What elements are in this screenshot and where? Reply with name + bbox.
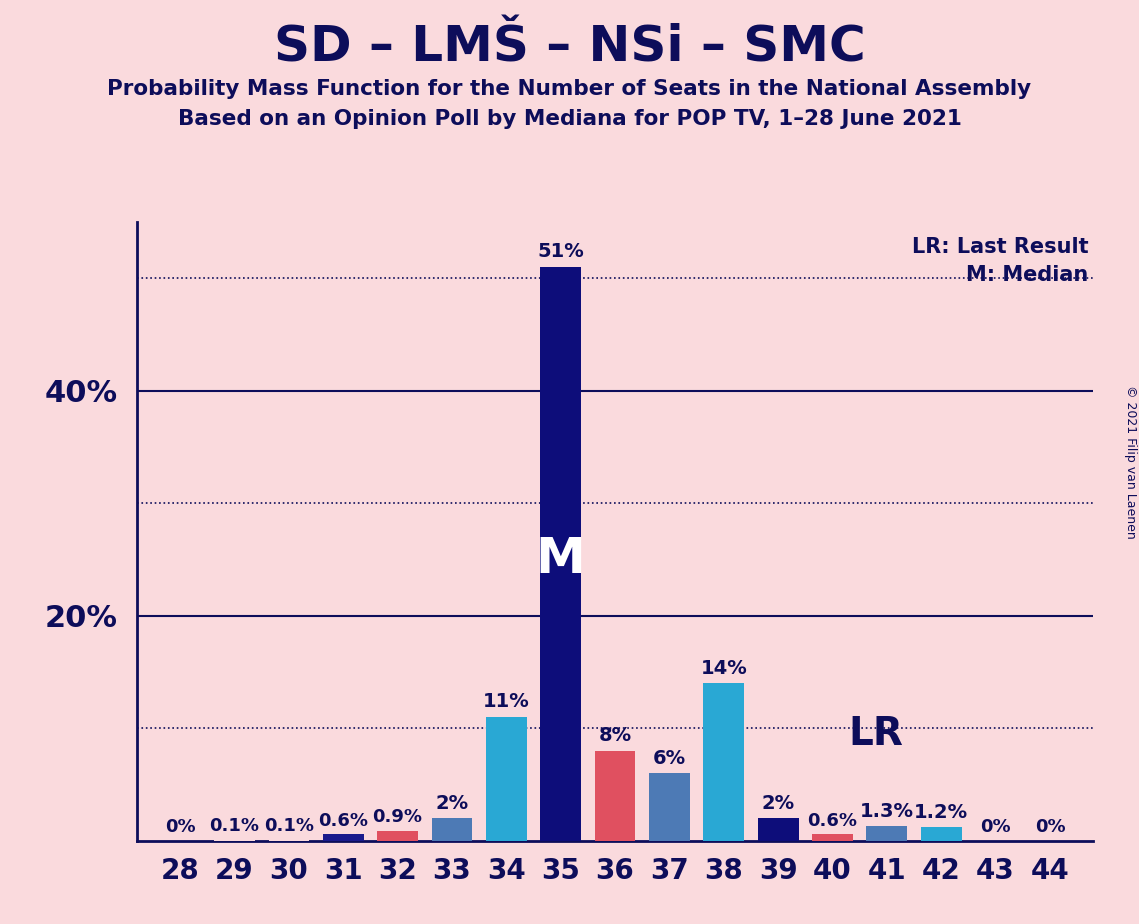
Text: LR: LR [849, 715, 903, 753]
Text: SD – LMŠ – NSi – SMC: SD – LMŠ – NSi – SMC [273, 23, 866, 71]
Bar [540, 267, 581, 841]
Bar [757, 819, 798, 841]
Bar [269, 840, 310, 841]
Bar [704, 683, 744, 841]
Text: 1.2%: 1.2% [915, 803, 968, 821]
Text: 51%: 51% [538, 242, 584, 261]
Bar [867, 826, 908, 841]
Text: 6%: 6% [653, 748, 686, 768]
Text: 8%: 8% [598, 726, 632, 745]
Text: © 2021 Filip van Laenen: © 2021 Filip van Laenen [1124, 385, 1137, 539]
Bar [920, 827, 961, 841]
Text: 0%: 0% [165, 819, 196, 836]
Text: 0.1%: 0.1% [264, 817, 314, 835]
Text: 14%: 14% [700, 659, 747, 677]
Bar [595, 751, 636, 841]
Text: 0.6%: 0.6% [318, 811, 368, 830]
Text: M: M [535, 535, 585, 583]
Text: 2%: 2% [762, 794, 795, 813]
Text: 2%: 2% [435, 794, 468, 813]
Bar [322, 834, 363, 841]
Text: 0.1%: 0.1% [210, 817, 260, 835]
Text: 11%: 11% [483, 692, 530, 711]
Text: 0%: 0% [1034, 819, 1065, 836]
Bar [649, 773, 690, 841]
Text: LR: Last Result: LR: Last Result [912, 237, 1089, 257]
Bar [214, 840, 255, 841]
Bar [377, 831, 418, 841]
Bar [486, 717, 526, 841]
Text: 0.9%: 0.9% [372, 808, 423, 826]
Text: 1.3%: 1.3% [860, 802, 913, 821]
Text: M: Median: M: Median [966, 265, 1089, 286]
Text: Probability Mass Function for the Number of Seats in the National Assembly: Probability Mass Function for the Number… [107, 79, 1032, 99]
Text: 0%: 0% [981, 819, 1011, 836]
Text: 0.6%: 0.6% [808, 811, 858, 830]
Bar [812, 834, 853, 841]
Text: Based on an Opinion Poll by Mediana for POP TV, 1–28 June 2021: Based on an Opinion Poll by Mediana for … [178, 109, 961, 129]
Bar [432, 819, 473, 841]
